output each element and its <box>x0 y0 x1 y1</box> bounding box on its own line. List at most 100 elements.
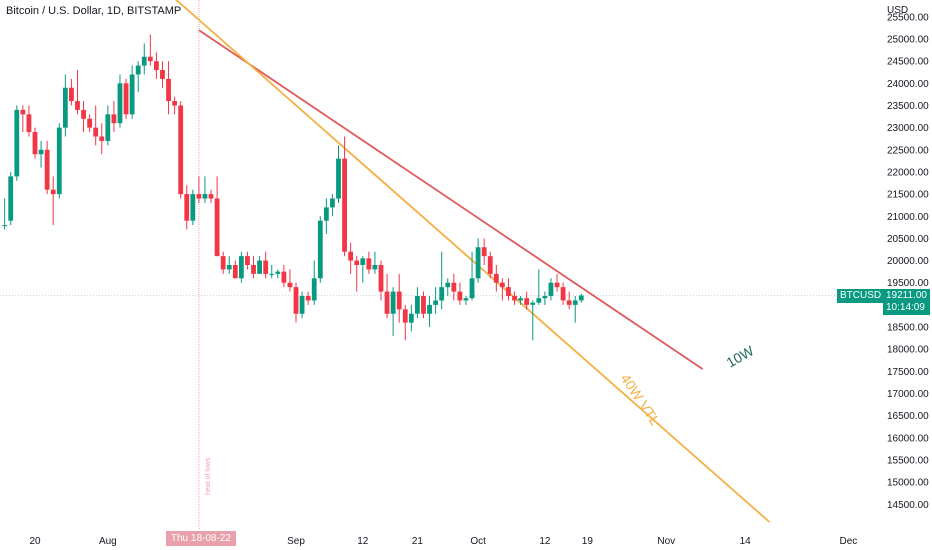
candle-body <box>275 271 281 274</box>
price-tick-label: 23500.00 <box>887 101 929 112</box>
candle-body <box>530 302 536 305</box>
candle-body <box>20 109 26 115</box>
price-axis-unit: USD <box>887 5 908 16</box>
crosshair-lines: heat of lows <box>0 0 877 530</box>
candle-body <box>475 247 481 279</box>
time-tick-label: Nov <box>657 536 675 547</box>
price-tick-label: 16000.00 <box>887 433 929 444</box>
candle-body <box>451 282 457 292</box>
annotation-10w: 10W <box>724 342 758 371</box>
candle-body <box>566 300 572 305</box>
candle-body <box>433 300 439 305</box>
candle-body <box>512 296 517 301</box>
time-tick-label: 12 <box>357 536 369 547</box>
price-tick-label: 24500.00 <box>887 57 929 68</box>
candle-body <box>487 256 493 274</box>
candle-body <box>281 271 287 283</box>
candle-body <box>32 132 38 155</box>
time-tick-label: 12 <box>539 536 551 547</box>
crosshair-caption: heat of lows <box>205 457 212 495</box>
time-tick-label: 21 <box>412 536 424 547</box>
candle-body <box>56 127 62 195</box>
candle-body <box>245 256 250 265</box>
price-tick-label: 22000.00 <box>887 167 929 178</box>
candle-body <box>396 291 402 310</box>
trendline-40w-vtl[interactable] <box>120 0 771 523</box>
candle-body <box>317 220 323 279</box>
price-tick-label: 22500.00 <box>887 145 929 156</box>
candlestick-series <box>2 34 584 341</box>
candle-body <box>372 265 378 270</box>
candle-body <box>415 296 420 314</box>
price-tick-label: 14500.00 <box>887 500 929 511</box>
candle-body <box>81 109 86 119</box>
bar-countdown: 10:14:09 <box>886 301 925 313</box>
candle-body <box>129 74 135 115</box>
candle-body <box>548 282 554 297</box>
candle-body <box>178 105 184 195</box>
candle-body <box>463 298 469 301</box>
candle-body <box>135 65 141 75</box>
candle-body <box>311 278 317 301</box>
trendlines[interactable] <box>120 0 771 523</box>
candle-body <box>536 298 542 303</box>
candle-body <box>554 282 560 288</box>
candle-body <box>323 207 329 221</box>
candle-body <box>93 127 99 137</box>
time-axis[interactable]: 20 Aug Sep 12 21 Oct 12 19 Nov 14 Dec <box>29 536 857 547</box>
annotations: 10W 40W VTL <box>618 342 758 428</box>
candle-body <box>336 158 341 199</box>
price-tick-label: 15500.00 <box>887 455 929 466</box>
price-tick-label: 19500.00 <box>887 278 929 289</box>
price-tick-label: 20000.00 <box>887 256 929 267</box>
candle-body <box>190 194 196 221</box>
candle-body <box>269 273 275 275</box>
candle-body <box>14 109 20 177</box>
price-tick-label: 17000.00 <box>887 389 929 400</box>
candle-body <box>166 78 171 102</box>
candle-body <box>390 291 396 314</box>
candle-body <box>439 287 445 301</box>
candle-body <box>251 265 256 274</box>
candle-body <box>62 87 68 128</box>
time-tick-label: 14 <box>740 536 752 547</box>
candle-body <box>366 258 372 270</box>
annotation-40w-vtl: 40W VTL <box>618 371 664 429</box>
candle-body <box>518 298 523 301</box>
trendline-10w[interactable] <box>198 29 704 370</box>
candle-body <box>202 194 208 199</box>
price-tick-label: 25500.00 <box>887 12 929 23</box>
candle-body <box>75 101 80 110</box>
candle-body <box>421 296 426 314</box>
last-price-tag: 19211.00 10:14:09 <box>883 288 930 315</box>
candle-body <box>427 304 432 314</box>
candle-body <box>8 176 14 221</box>
candle-body <box>44 149 50 190</box>
candle-body <box>506 287 511 297</box>
candle-body <box>493 273 499 283</box>
candle-body <box>154 61 159 71</box>
candle-body <box>184 194 190 221</box>
price-tick-label: 18500.00 <box>887 323 929 334</box>
candle-body <box>50 189 56 195</box>
candle-body <box>172 101 178 106</box>
candle-body <box>111 114 117 124</box>
candle-body <box>408 313 414 323</box>
candle-body <box>572 300 578 305</box>
candle-body <box>469 278 475 299</box>
candle-body <box>117 83 123 124</box>
price-tick-label: 20500.00 <box>887 234 929 245</box>
candle-body <box>481 247 487 257</box>
candle-body <box>354 260 360 265</box>
candle-body <box>499 282 505 288</box>
price-tick-label: 23000.00 <box>887 123 929 134</box>
candle-body <box>524 298 530 305</box>
candle-body <box>208 194 214 199</box>
price-tick-label: 21000.00 <box>887 212 929 223</box>
candle-body <box>305 296 311 301</box>
candle-body <box>99 136 105 141</box>
time-tick-label: Oct <box>470 536 486 547</box>
candle-body <box>26 114 32 133</box>
